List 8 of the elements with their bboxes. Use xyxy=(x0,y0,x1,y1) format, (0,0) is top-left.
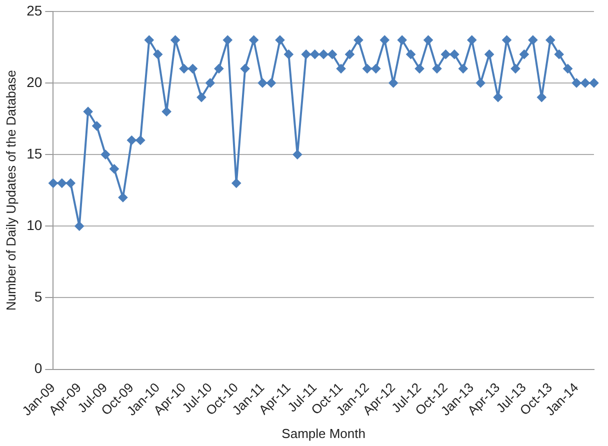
y-tick-label: 15 xyxy=(26,145,42,162)
y-axis-title: Number of Daily Updates of the Database xyxy=(3,70,18,311)
y-tick-label: 5 xyxy=(34,288,42,305)
y-tick-label: 0 xyxy=(34,360,42,376)
y-tick-label: 20 xyxy=(26,74,42,90)
x-axis-title: Sample Month xyxy=(282,426,366,441)
y-tick-label: 25 xyxy=(26,2,42,18)
y-tick-label: 10 xyxy=(26,216,42,233)
